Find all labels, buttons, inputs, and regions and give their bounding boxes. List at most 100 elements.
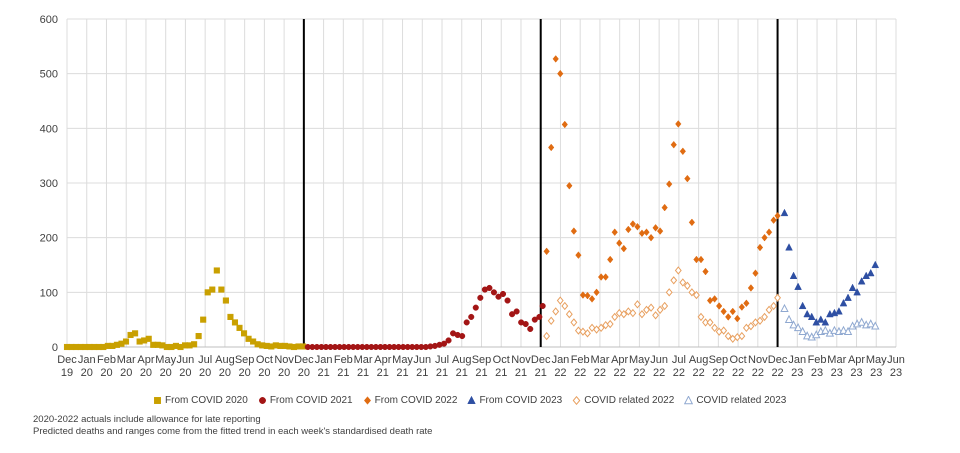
x-tick-year: 21: [317, 367, 329, 379]
data-point: [706, 296, 714, 305]
x-tick-year: 22: [752, 367, 764, 379]
data-point: [495, 293, 502, 300]
x-tick-year: 21: [337, 367, 349, 379]
x-tick-month: Apr: [374, 354, 391, 366]
data-point: [666, 180, 673, 188]
series-from-covid-2020: [63, 267, 307, 351]
x-tick-month: Dec: [294, 354, 314, 366]
x-tick-year: 20: [239, 367, 251, 379]
data-point: [684, 174, 691, 183]
x-tick-month: Dec: [531, 354, 551, 366]
data-point: [624, 307, 632, 316]
data-point: [857, 317, 866, 326]
x-tick-month: Dec: [768, 354, 788, 366]
data-point: [556, 296, 564, 305]
x-tick-year: 20: [81, 367, 93, 379]
legend-label: From COVID 2023: [479, 394, 563, 406]
data-point: [638, 229, 646, 238]
legend-item: From COVID 2021: [255, 395, 356, 406]
data-point: [570, 227, 577, 235]
data-point: [629, 308, 637, 318]
data-point: [615, 308, 623, 318]
legend-label: COVID related 2022: [584, 394, 675, 406]
data-point: [638, 310, 646, 319]
data-point: [634, 222, 641, 231]
data-point: [584, 291, 591, 300]
data-point: [738, 331, 746, 341]
x-tick-year: 21: [515, 367, 527, 379]
data-point: [588, 295, 596, 303]
legend-item: COVID related 2023: [681, 395, 789, 406]
data-point: [830, 325, 839, 334]
y-tick-label: 200: [40, 233, 58, 245]
y-tick-label: 400: [40, 123, 58, 135]
x-tick-month: Jan: [552, 354, 570, 366]
data-point: [688, 218, 696, 227]
x-tick-year: 21: [495, 367, 507, 379]
legend-label: From COVID 2020: [165, 394, 248, 406]
x-tick-year: 19: [61, 367, 73, 379]
data-point: [683, 281, 691, 290]
data-point: [218, 286, 225, 293]
data-point: [200, 316, 207, 323]
data-point: [122, 338, 130, 345]
data-point: [579, 291, 587, 299]
data-point: [486, 284, 493, 292]
data-point: [548, 143, 555, 152]
data-point: [697, 312, 705, 322]
x-tick-month: Oct: [493, 354, 510, 366]
year-dividers: [302, 19, 779, 347]
y-axis-ticks: 0 100 200 300 400 500 600: [40, 14, 58, 354]
data-point: [213, 267, 220, 274]
series-covid-related-2023: [780, 303, 880, 341]
x-tick-year: 20: [179, 367, 191, 379]
legend-item: From COVID 2023: [464, 395, 565, 406]
data-point: [597, 323, 605, 333]
x-tick-year: 21: [535, 367, 547, 379]
data-point: [803, 309, 811, 318]
x-tick-year: 22: [574, 367, 586, 379]
x-tick-month: Nov: [511, 354, 531, 366]
data-point: [774, 293, 782, 302]
data-point: [871, 321, 880, 330]
legend-label: COVID related 2023: [696, 394, 787, 406]
data-point: [679, 147, 686, 156]
data-point: [477, 294, 484, 301]
data-point: [543, 331, 551, 341]
x-tick-year: 20: [219, 367, 231, 379]
data-point: [702, 318, 709, 327]
data-point: [468, 313, 475, 320]
data-point: [145, 335, 152, 342]
data-point: [679, 278, 687, 287]
data-point: [702, 267, 709, 276]
data-point: [784, 314, 794, 323]
data-point: [593, 288, 600, 297]
data-point: [490, 289, 497, 296]
data-point: [835, 307, 843, 315]
x-tick-month: Jan: [788, 354, 806, 366]
x-tick-month: Jun: [413, 354, 431, 366]
data-point: [866, 268, 875, 277]
x-tick-month: Jul: [198, 354, 212, 366]
x-tick-year: 20: [298, 367, 310, 379]
x-tick-year: 22: [633, 367, 645, 379]
x-axis-ticks: Dec19Jan20Feb20Mar20Apr20May20Jun20Jul20…: [57, 354, 905, 379]
data-point: [652, 224, 659, 232]
legend-item: COVID related 2022: [569, 395, 677, 406]
data-point: [543, 247, 550, 256]
data-point: [780, 303, 789, 313]
legend-item: From COVID 2022: [360, 395, 461, 406]
x-tick-month: Sep: [709, 354, 729, 366]
x-tick-year: 20: [160, 367, 172, 379]
data-point: [584, 329, 591, 338]
data-point: [602, 273, 609, 281]
footnotes: 2020-2022 actuals include allowance for …: [33, 414, 432, 438]
data-point: [547, 316, 555, 325]
data-point: [611, 228, 618, 236]
data-point: [227, 313, 234, 320]
data-point: [697, 255, 705, 264]
x-tick-month: Sep: [472, 354, 492, 366]
data-point: [794, 282, 802, 290]
x-tick-year: 21: [396, 367, 408, 379]
